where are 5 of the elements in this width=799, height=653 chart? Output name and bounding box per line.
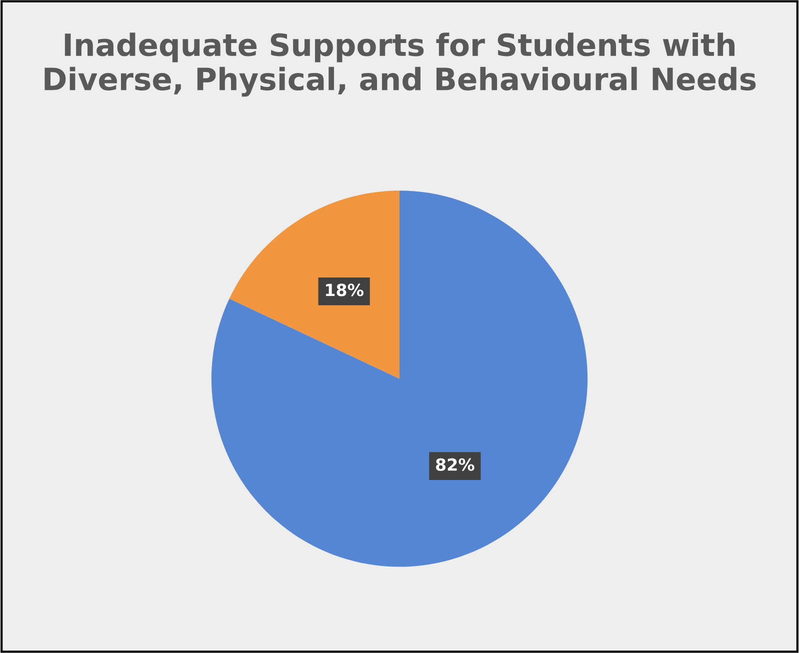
data-label: 82% [436, 458, 474, 471]
chart-title: Inadequate Supports for Students with Diverse, Physical, and Behavioural Needs [44, 32, 756, 97]
pie-slice [229, 190, 400, 379]
data-label: 18% [326, 284, 364, 296]
pie-slice [211, 190, 588, 567]
